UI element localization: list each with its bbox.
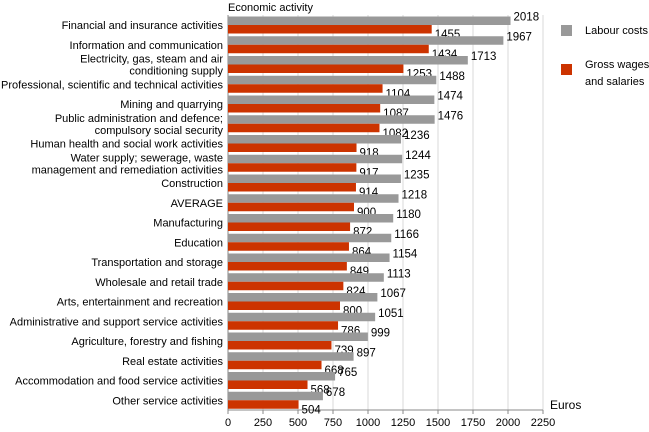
category-label: Public administration and defence; compul… <box>55 113 224 137</box>
gross-wages-bar <box>228 242 349 251</box>
category-label: AVERAGE <box>171 198 223 210</box>
data-label: 1236 <box>404 130 430 142</box>
category-label: Professional, scientific and technical a… <box>1 79 223 91</box>
labour-costs-bar <box>228 95 435 104</box>
category-label: Electricity, gas, steam and air condition… <box>80 54 223 78</box>
x-axis-title: Euros <box>550 398 581 412</box>
gross-wages-bar <box>228 400 299 409</box>
data-label: 1235 <box>404 170 430 182</box>
gross-wages-bar <box>228 163 357 172</box>
labour-costs-bar <box>228 135 402 144</box>
category-label: Education <box>174 237 223 249</box>
legend-swatch <box>561 64 572 75</box>
gross-wages-bar <box>228 183 356 192</box>
gross-wages-bar <box>228 202 354 212</box>
labour-costs-bar <box>228 293 378 302</box>
labour-costs-bar <box>228 332 368 341</box>
category-label: Administrative and support service activ… <box>10 316 224 328</box>
gross-wages-bar <box>228 64 404 73</box>
category-label: Financial and insurance activities <box>62 20 224 32</box>
data-label: 1476 <box>438 110 464 122</box>
labour-costs-bar <box>228 36 504 45</box>
data-label: 1967 <box>506 31 532 43</box>
category-label: Transportation and storage <box>91 257 223 269</box>
data-label: 1051 <box>378 308 404 320</box>
labour-costs-bar <box>228 233 392 243</box>
category-label: Information and communication <box>70 40 223 52</box>
gross-wages-bar <box>228 44 429 54</box>
labour-costs-bar <box>228 273 384 282</box>
legend-label: and salaries <box>585 76 645 88</box>
labour-costs-bar <box>228 214 394 223</box>
data-label: 1067 <box>380 288 406 300</box>
gross-wages-bar <box>228 321 339 330</box>
x-tick-label: 750 <box>324 417 342 429</box>
category-label: Construction <box>161 178 223 190</box>
data-label: 2018 <box>514 12 540 24</box>
category-label: Arts, entertainment and recreation <box>57 297 223 309</box>
x-tick-label: 250 <box>254 417 272 429</box>
data-label: 999 <box>371 328 390 340</box>
gross-wages-bar <box>228 380 308 389</box>
data-label: 1474 <box>437 91 463 103</box>
data-label: 1218 <box>402 189 428 201</box>
x-tick-label: 2250 <box>531 417 555 429</box>
labour-costs-bar <box>228 391 323 401</box>
gross-wages-bar <box>228 123 380 133</box>
gross-wages-bar <box>228 84 383 93</box>
labour-costs-bar <box>228 174 401 183</box>
gross-wages-bar <box>228 104 381 113</box>
category-label: Agriculture, forestry and fishing <box>71 336 223 348</box>
category-label: Other service activities <box>112 395 223 407</box>
labour-costs-bar <box>228 154 403 164</box>
labour-costs-bar <box>228 16 511 25</box>
legend-label: Labour costs <box>585 25 648 37</box>
y-axis-title: Economic activity <box>228 2 313 14</box>
labour-costs-bar <box>228 352 354 361</box>
x-tick-label: 1500 <box>426 417 450 429</box>
x-tick-label: 1250 <box>391 417 415 429</box>
data-label: 1154 <box>393 249 418 261</box>
labour-costs-bar <box>228 253 390 262</box>
gross-wages-bar <box>228 262 347 271</box>
category-label: Real estate activities <box>122 356 223 368</box>
data-label: 1713 <box>471 51 497 63</box>
data-label: 1488 <box>439 71 465 83</box>
labour-costs-bar <box>228 372 336 381</box>
labour-costs-bar <box>228 312 376 322</box>
data-label: 1244 <box>405 150 431 162</box>
labour-costs-bar <box>228 115 435 124</box>
category-label: Wholesale and retail trade <box>95 277 223 289</box>
data-label: 897 <box>357 347 376 359</box>
legend-swatch <box>561 25 572 36</box>
labour-costs-bar <box>228 194 399 203</box>
gross-wages-bar <box>228 301 340 310</box>
gross-wages-bar <box>228 281 344 291</box>
category-label: Manufacturing <box>153 218 223 230</box>
labour-costs-bar <box>228 56 468 65</box>
gross-wages-bar <box>228 341 332 350</box>
category-label: Water supply; sewerage, waste management … <box>32 152 224 176</box>
data-label: 1180 <box>396 209 421 221</box>
category-label: Mining and quarrying <box>120 99 223 111</box>
gross-wages-bar <box>228 25 432 34</box>
x-tick-label: 1750 <box>461 417 485 429</box>
x-tick-label: 1000 <box>356 417 380 429</box>
data-label: 678 <box>326 387 345 399</box>
gross-wages-bar <box>228 222 351 231</box>
x-tick-label: 0 <box>225 417 231 429</box>
data-label: 504 <box>302 404 322 416</box>
x-tick-label: 2000 <box>496 417 520 429</box>
data-label: 1113 <box>387 268 411 280</box>
data-label: 765 <box>338 367 357 379</box>
data-label: 1166 <box>394 229 419 241</box>
labour-costs-bar <box>228 75 437 85</box>
x-tick-label: 500 <box>289 417 307 429</box>
legend-label: Gross wages <box>585 59 649 71</box>
gross-wages-bar <box>228 143 357 152</box>
gross-wages-bar <box>228 360 322 370</box>
category-label: Human health and social work activities <box>30 139 223 151</box>
category-label: Accommodation and food service activitie… <box>15 376 223 388</box>
